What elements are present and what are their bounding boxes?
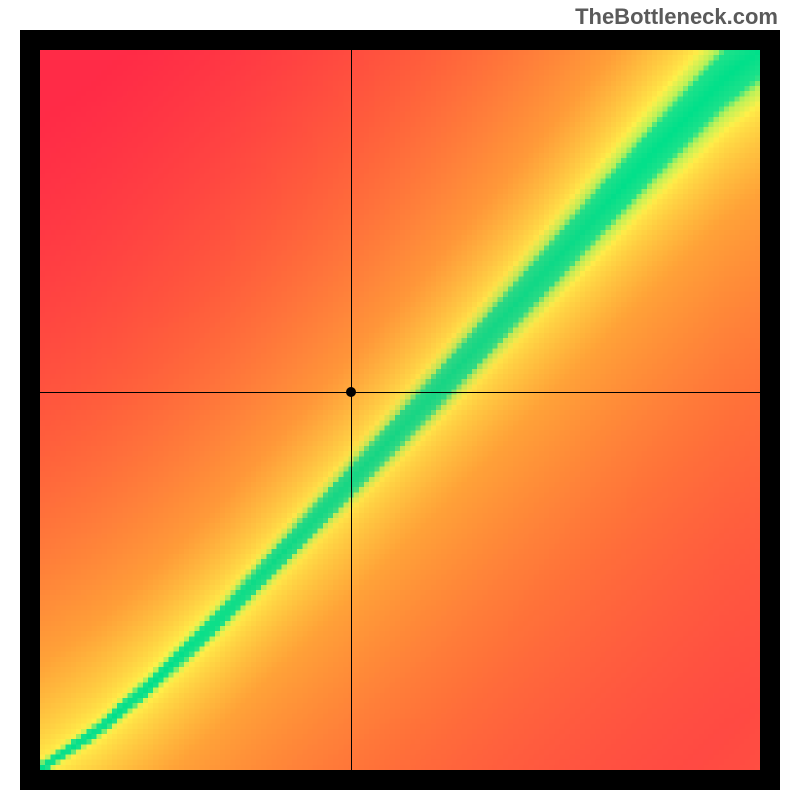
watermark-text: TheBottleneck.com <box>575 4 778 30</box>
crosshair-horizontal <box>40 392 760 393</box>
chart-container: TheBottleneck.com <box>0 0 800 800</box>
crosshair-vertical <box>351 50 352 770</box>
heatmap-canvas <box>40 50 760 770</box>
crosshair-marker <box>346 387 356 397</box>
plot-frame <box>20 30 780 790</box>
